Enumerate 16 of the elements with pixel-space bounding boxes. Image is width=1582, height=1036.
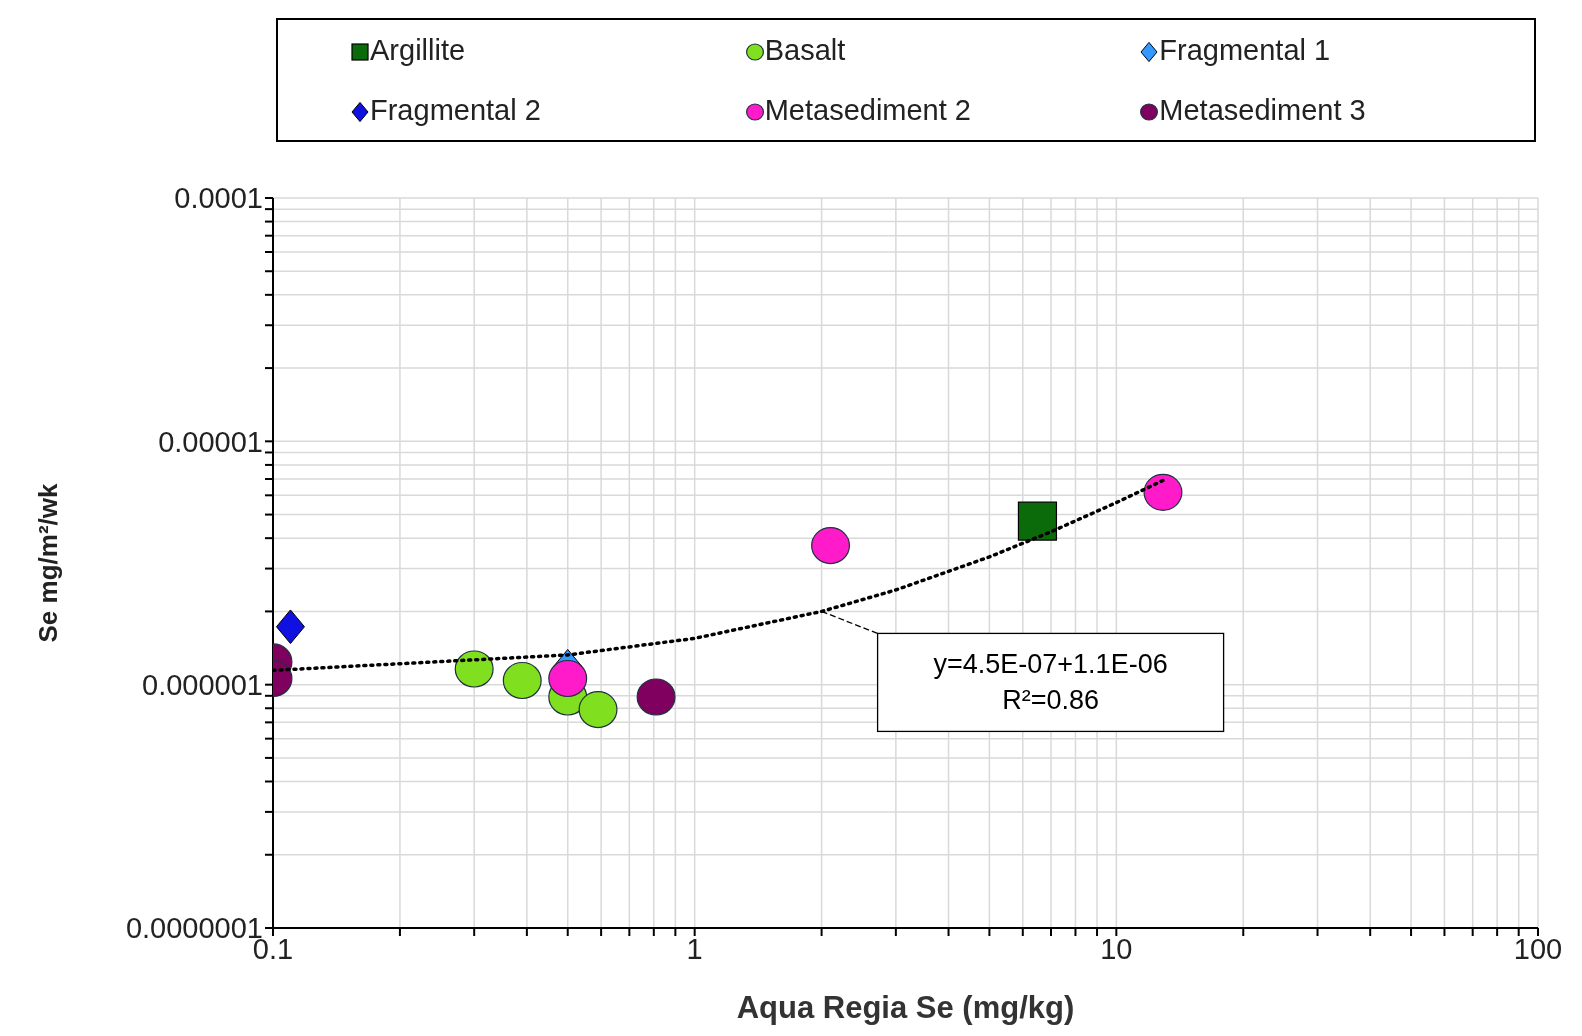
- y-axis-title: Se mg/m²/wk: [33, 483, 64, 643]
- legend-label: Argillite: [369, 33, 467, 67]
- y-tick-label: 0.000001: [142, 668, 263, 701]
- y-tick-label: 0.0001: [174, 182, 263, 215]
- annotation: R²=0.86: [1002, 685, 1100, 716]
- legend-label: Metasediment 2: [763, 93, 972, 127]
- x-axis-title: Aqua Regia Se (mg/kg): [736, 990, 1075, 1025]
- legend-label: Fragmental 2: [369, 93, 542, 127]
- legend-label: Fragmental 1: [1158, 33, 1332, 67]
- x-tick-label: 100: [1513, 932, 1563, 965]
- x-tick-label: 10: [1100, 932, 1133, 965]
- y-tick-label: 0.00001: [158, 425, 263, 458]
- legend-label: Metasediment 3: [1158, 93, 1367, 127]
- x-tick-label: 1: [686, 932, 703, 965]
- legend-label: Basalt: [763, 33, 847, 67]
- annotation: y=4.5E-07+1.1E-06: [933, 649, 1168, 680]
